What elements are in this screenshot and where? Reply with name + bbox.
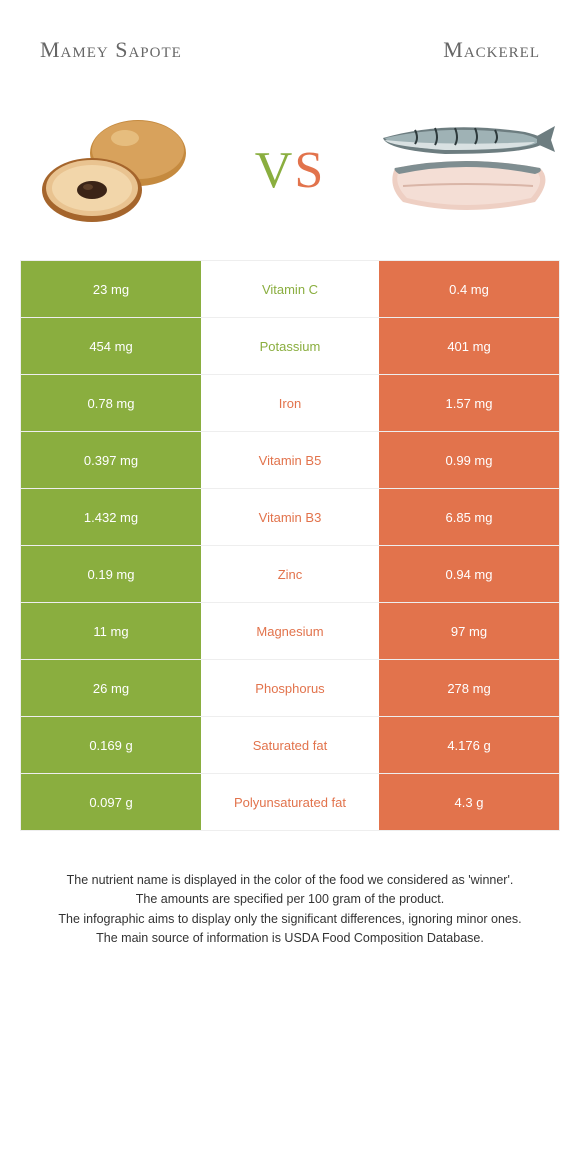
right-food-title: Mackerel [340,37,540,63]
right-food-image [375,105,555,235]
vs-s-letter: S [294,141,325,200]
table-row: 0.097 gPolyunsaturated fat4.3 g [21,774,559,831]
nutrient-name-cell: Iron [201,375,379,431]
title-row: Mamey Sapote Mackerel [0,0,580,90]
footer-line-2: The amounts are specified per 100 gram o… [30,890,550,909]
nutrient-name-cell: Vitamin C [201,261,379,317]
left-value-cell: 1.432 mg [21,489,201,545]
table-row: 1.432 mgVitamin B36.85 mg [21,489,559,546]
footer-line-3: The infographic aims to display only the… [30,910,550,929]
table-row: 0.19 mgZinc0.94 mg [21,546,559,603]
footer-line-4: The main source of information is USDA F… [30,929,550,948]
nutrient-name-cell: Saturated fat [201,717,379,773]
right-value-cell: 401 mg [379,318,559,374]
table-row: 0.397 mgVitamin B50.99 mg [21,432,559,489]
right-value-cell: 4.3 g [379,774,559,830]
left-value-cell: 11 mg [21,603,201,659]
left-value-cell: 23 mg [21,261,201,317]
table-row: 0.78 mgIron1.57 mg [21,375,559,432]
nutrient-name-cell: Magnesium [201,603,379,659]
right-value-cell: 6.85 mg [379,489,559,545]
hero-row: VS [0,90,580,260]
nutrient-name-cell: Phosphorus [201,660,379,716]
table-row: 454 mgPotassium401 mg [21,318,559,375]
nutrient-name-cell: Vitamin B3 [201,489,379,545]
nutrient-name-cell: Zinc [201,546,379,602]
left-value-cell: 26 mg [21,660,201,716]
right-value-cell: 4.176 g [379,717,559,773]
right-value-cell: 0.94 mg [379,546,559,602]
left-food-image [25,105,205,235]
nutrient-name-cell: Potassium [201,318,379,374]
right-value-cell: 97 mg [379,603,559,659]
table-row: 23 mgVitamin C0.4 mg [21,261,559,318]
right-value-cell: 0.99 mg [379,432,559,488]
left-value-cell: 0.78 mg [21,375,201,431]
nutrient-table: 23 mgVitamin C0.4 mg454 mgPotassium401 m… [20,260,560,831]
left-value-cell: 0.169 g [21,717,201,773]
left-value-cell: 0.397 mg [21,432,201,488]
infographic-container: Mamey Sapote Mackerel VS [0,0,580,969]
footer-notes: The nutrient name is displayed in the co… [0,831,580,969]
left-value-cell: 0.19 mg [21,546,201,602]
right-value-cell: 278 mg [379,660,559,716]
footer-line-1: The nutrient name is displayed in the co… [30,871,550,890]
right-value-cell: 1.57 mg [379,375,559,431]
table-row: 0.169 gSaturated fat4.176 g [21,717,559,774]
nutrient-name-cell: Polyunsaturated fat [201,774,379,830]
left-food-title: Mamey Sapote [40,37,240,63]
table-row: 26 mgPhosphorus278 mg [21,660,559,717]
vs-label: VS [255,141,325,200]
table-row: 11 mgMagnesium97 mg [21,603,559,660]
left-value-cell: 454 mg [21,318,201,374]
left-value-cell: 0.097 g [21,774,201,830]
right-value-cell: 0.4 mg [379,261,559,317]
vs-v-letter: V [255,141,295,200]
nutrient-name-cell: Vitamin B5 [201,432,379,488]
